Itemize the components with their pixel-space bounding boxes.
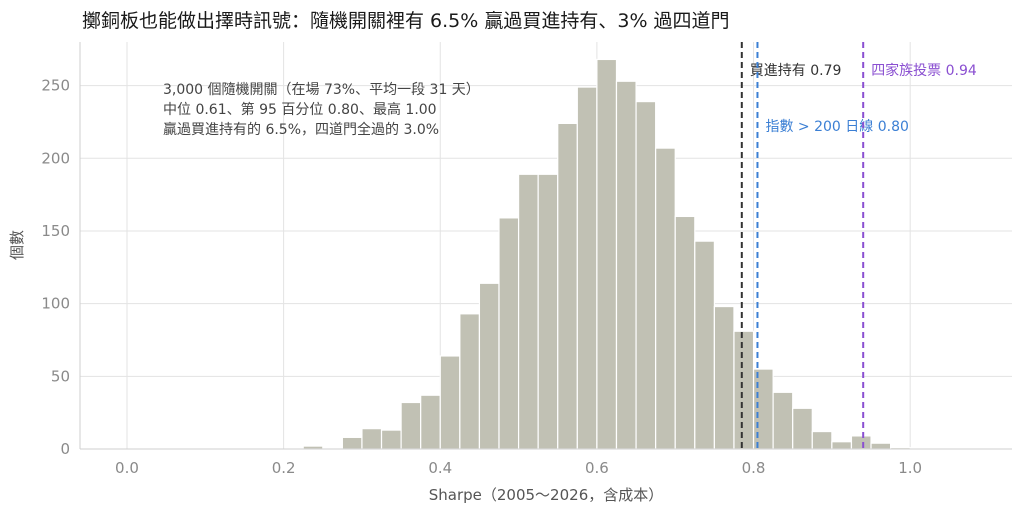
y-tick-label: 150 xyxy=(41,222,70,240)
y-tick-label: 50 xyxy=(51,367,70,385)
histogram-bar xyxy=(537,173,559,450)
x-tick-label: 1.0 xyxy=(898,459,922,477)
histogram-bar xyxy=(341,436,363,450)
chart-title: 擲銅板也能做出擇時訊號：隨機開關裡有 6.5% 贏過買進持有、3% 過四道門 xyxy=(82,10,730,32)
x-tick-label: 0.4 xyxy=(428,459,452,477)
x-tick-label: 0.2 xyxy=(272,459,296,477)
y-tick-label: 250 xyxy=(41,77,70,95)
histogram-bar xyxy=(655,147,676,450)
reference-line-label: 指數 > 200 日線 0.80 xyxy=(765,119,908,135)
annotation-line-3: 贏過買進持有的 6.5%，四道門全過的 3.0% xyxy=(163,121,439,138)
histogram-bar xyxy=(478,282,500,450)
reference-line-label: 買進持有 0.79 xyxy=(750,63,842,79)
histogram-bar xyxy=(596,58,618,450)
x-tick-label: 0.8 xyxy=(742,459,766,477)
histogram-bar xyxy=(831,441,853,450)
histogram-bar xyxy=(380,429,402,450)
histogram-bar xyxy=(635,100,657,450)
x-axis-label: Sharpe（2005～2026，含成本） xyxy=(429,486,664,504)
histogram-bar xyxy=(557,122,578,450)
y-tick-label: 0 xyxy=(60,440,70,458)
histogram-bar xyxy=(694,240,715,450)
histogram-bar xyxy=(674,215,696,450)
histogram-bar xyxy=(615,80,637,450)
histogram-bar xyxy=(850,435,872,450)
histogram-bar xyxy=(792,407,813,450)
tick-labels: 0.0 0.2 0.4 0.6 0.8 1.0 0 50 100 150 200 250 xyxy=(41,77,922,477)
summary-annotation: 3,000 個隨機開關（在場 73%、平均一段 31 天） 中位 0.61、第 … xyxy=(163,82,480,138)
histogram-bar xyxy=(733,330,755,450)
histogram-bar xyxy=(870,442,892,450)
histogram-bar xyxy=(713,305,735,450)
y-axis-label: 個數 xyxy=(8,230,26,260)
y-tick-label: 100 xyxy=(41,295,70,313)
x-tick-label: 0.0 xyxy=(115,459,139,477)
annotation-line-1: 3,000 個隨機開關（在場 73%、平均一段 31 天） xyxy=(163,82,480,98)
annotation-line-2: 中位 0.61、第 95 百分位 0.80、最高 1.00 xyxy=(163,101,437,118)
histogram-bar xyxy=(420,394,441,450)
histogram-bar xyxy=(576,86,598,450)
histogram-bar xyxy=(517,173,539,450)
histogram-bar xyxy=(439,355,461,450)
histogram-bar xyxy=(772,391,794,450)
reference-lines: 買進持有 0.79 指數 > 200 日線 0.80 四家族投票 0.94 xyxy=(740,42,977,449)
reference-line-label: 四家族投票 0.94 xyxy=(871,62,977,79)
histogram-bar xyxy=(498,217,520,450)
histogram-bar xyxy=(361,428,383,450)
histogram-bar xyxy=(811,430,833,450)
x-tick-label: 0.6 xyxy=(585,459,609,477)
histogram-bar xyxy=(459,313,481,450)
axes xyxy=(79,42,1012,450)
histogram-bar xyxy=(400,401,422,450)
y-tick-label: 200 xyxy=(41,149,70,167)
